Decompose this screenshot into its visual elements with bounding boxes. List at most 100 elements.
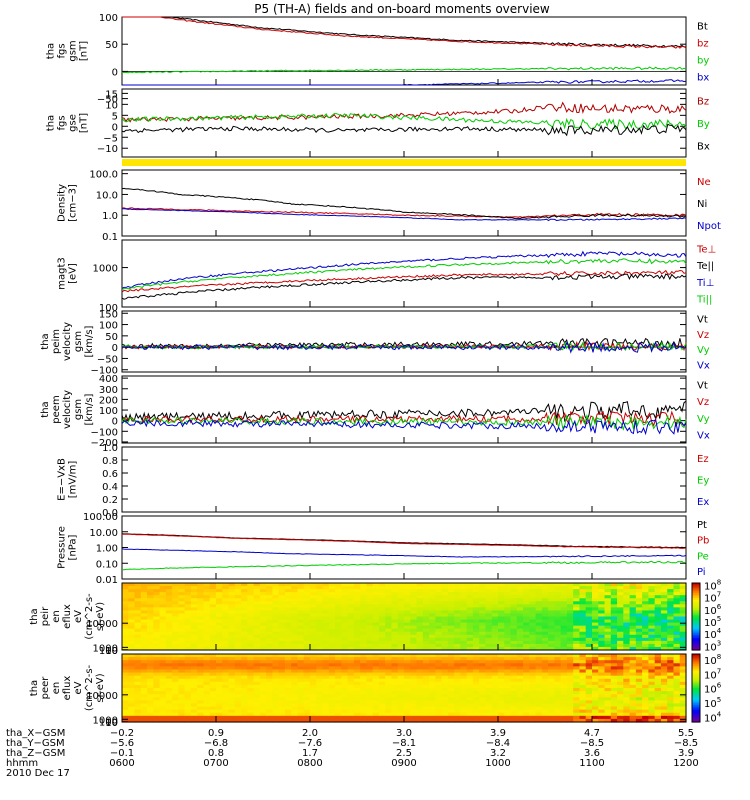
- heatmap-cell: [209, 694, 217, 698]
- heatmap-cell: [341, 712, 349, 717]
- heatmap-cell: [178, 694, 186, 698]
- heatmap-cell: [397, 625, 405, 630]
- colorbar-segment: [692, 698, 700, 701]
- heatmap-cell: [579, 675, 587, 680]
- heatmap-cell: [635, 715, 643, 720]
- heatmap-cell: [585, 654, 593, 658]
- heatmap-cell: [190, 712, 198, 717]
- heatmap-cell: [172, 678, 179, 683]
- heatmap-cell: [216, 681, 223, 686]
- heatmap-cell: [335, 640, 342, 645]
- heatmap-cell: [648, 684, 656, 689]
- heatmap-cell: [648, 678, 656, 683]
- series-line-vx: [121, 341, 687, 354]
- legend-label: Vt: [697, 315, 708, 326]
- heatmap-cell: [541, 628, 549, 633]
- heatmap-cell: [404, 646, 411, 651]
- heatmap-cell: [184, 657, 192, 661]
- heatmap-cell: [460, 654, 468, 658]
- heatmap-cell: [617, 709, 624, 714]
- heatmap-cell: [335, 663, 342, 667]
- heatmap-cell: [172, 718, 179, 723]
- heatmap-cell: [416, 616, 424, 621]
- heatmap-cell: [372, 640, 380, 645]
- heatmap-cell: [472, 688, 480, 692]
- heatmap-cell: [404, 697, 411, 701]
- heatmap-cell: [504, 703, 512, 708]
- heatmap-cell: [629, 619, 637, 624]
- heatmap-cell: [228, 616, 236, 621]
- heatmap-cell: [422, 619, 430, 624]
- series-line-ni: [121, 187, 687, 220]
- heatmap-cell: [178, 697, 186, 701]
- heatmap-cell: [209, 697, 217, 701]
- heatmap-cell: [635, 691, 643, 695]
- heatmap-cell: [266, 613, 273, 618]
- heatmap-cell: [353, 709, 361, 714]
- heatmap-cell: [178, 712, 186, 717]
- heatmap-cell: [234, 607, 242, 612]
- heatmap-cell: [660, 622, 668, 627]
- heatmap-cell: [153, 643, 161, 648]
- heatmap-cell: [598, 703, 606, 708]
- heatmap-cell: [560, 625, 568, 630]
- heatmap-cell: [272, 607, 280, 612]
- heatmap-cell: [648, 666, 656, 671]
- heatmap-cell: [485, 697, 493, 701]
- heatmap-cell: [472, 672, 480, 677]
- heatmap-cell: [310, 601, 317, 605]
- heatmap-cell: [216, 718, 223, 723]
- heatmap-cell: [516, 604, 524, 608]
- heatmap-cell: [485, 718, 493, 723]
- heatmap-cell: [648, 586, 656, 590]
- heatmap-cell: [441, 640, 449, 645]
- heatmap-cell: [529, 592, 537, 596]
- y-tick-label: −100: [91, 427, 118, 438]
- colorbar-segment: [692, 706, 700, 709]
- heatmap-cell: [460, 672, 468, 677]
- heatmap-cell: [504, 688, 512, 692]
- heatmap-cell: [153, 700, 161, 705]
- heatmap-cell: [466, 586, 474, 590]
- heatmap-cell: [635, 669, 643, 674]
- heatmap-cell: [529, 660, 537, 664]
- heatmap-cell: [460, 619, 468, 624]
- heatmap-cell: [410, 637, 418, 642]
- y-axis-label: tha: [29, 608, 40, 624]
- heatmap-cell: [128, 610, 136, 615]
- heatmap-cell: [209, 718, 217, 723]
- heatmap-cell: [447, 706, 455, 711]
- heatmap-cell: [378, 654, 386, 658]
- heatmap-cell: [435, 718, 443, 723]
- heatmap-cell: [504, 700, 512, 705]
- heatmap-cell: [122, 607, 129, 612]
- heatmap-cell: [372, 675, 380, 680]
- heatmap-cell: [353, 697, 361, 701]
- heatmap-cell: [128, 715, 136, 720]
- heatmap-cell: [404, 589, 411, 593]
- colorbar-tick-label: 104: [704, 711, 722, 725]
- heatmap-cell: [635, 684, 643, 689]
- heatmap-cell: [153, 675, 161, 680]
- heatmap-cell: [592, 657, 599, 661]
- heatmap-cell: [222, 697, 230, 701]
- heatmap-cell: [523, 637, 530, 642]
- heatmap-cell: [592, 684, 599, 689]
- heatmap-cell: [397, 672, 405, 677]
- heatmap-cell: [541, 709, 549, 714]
- heatmap-cell: [209, 598, 217, 602]
- heatmap-cell: [679, 589, 687, 593]
- heatmap-cell: [128, 628, 136, 633]
- heatmap-cell: [466, 718, 474, 723]
- heatmap-cell: [479, 646, 487, 651]
- heatmap-cell: [485, 637, 493, 642]
- heatmap-cell: [266, 681, 273, 686]
- heatmap-cell: [241, 637, 248, 642]
- heatmap-cell: [491, 712, 499, 717]
- heatmap-cell: [266, 672, 273, 677]
- heatmap-cell: [278, 646, 286, 651]
- heatmap-cell: [284, 678, 292, 683]
- heatmap-cell: [328, 697, 336, 701]
- colorbar-segment: [692, 693, 700, 696]
